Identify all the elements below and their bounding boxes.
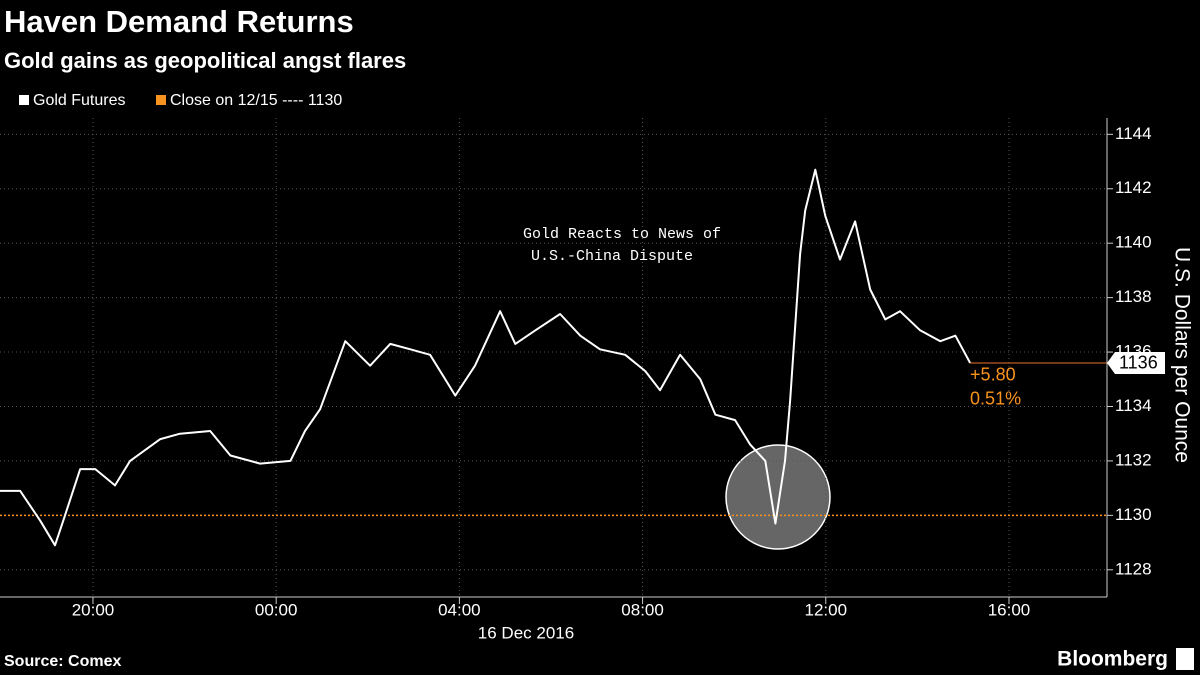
y-axis-label: U.S. Dollars per Ounce bbox=[1170, 247, 1193, 463]
highlight-circle bbox=[725, 444, 831, 550]
chart-subtitle: Gold gains as geopolitical angst flares bbox=[4, 48, 406, 73]
x-tick-label: 04:00 bbox=[438, 600, 481, 619]
annotation: Gold Reacts to News of bbox=[523, 226, 721, 243]
y-tick-label: 1128 bbox=[1115, 559, 1152, 578]
chart-title: Haven Demand Returns bbox=[4, 4, 354, 39]
legend-label: Close on 12/15 ---- 1130 bbox=[170, 92, 342, 109]
source: Source: Comex bbox=[4, 653, 121, 670]
legend-swatch bbox=[19, 95, 29, 105]
legend-swatch bbox=[156, 95, 166, 105]
price-line bbox=[0, 168, 971, 547]
x-tick-label: 20:00 bbox=[72, 600, 115, 619]
change-label: 0.51% bbox=[970, 389, 1021, 409]
last-value-label: 1136 bbox=[1119, 353, 1158, 373]
y-tick-label: 1142 bbox=[1115, 178, 1152, 197]
legend-label: Gold Futures bbox=[33, 92, 125, 109]
annotation: U.S.-China Dispute bbox=[531, 248, 693, 265]
brand: Bloomberg bbox=[1057, 648, 1168, 671]
brand-icon bbox=[1176, 648, 1194, 670]
y-tick-label: 1140 bbox=[1115, 233, 1152, 252]
y-tick-label: 1134 bbox=[1115, 396, 1152, 415]
x-tick-label: 12:00 bbox=[805, 600, 848, 619]
y-tick-label: 1130 bbox=[1115, 505, 1152, 524]
last-value-tag bbox=[1107, 351, 1165, 374]
x-tick-label: 08:00 bbox=[621, 600, 664, 619]
x-tick-label: 00:00 bbox=[255, 600, 298, 619]
y-tick-label: 1132 bbox=[1115, 450, 1152, 469]
change-label: +5.80 bbox=[970, 365, 1016, 385]
y-tick-label: 1138 bbox=[1115, 287, 1152, 306]
x-axis-label: 16 Dec 2016 bbox=[478, 623, 574, 642]
x-tick-label: 16:00 bbox=[988, 600, 1031, 619]
y-tick-label: 1144 bbox=[1115, 124, 1152, 143]
